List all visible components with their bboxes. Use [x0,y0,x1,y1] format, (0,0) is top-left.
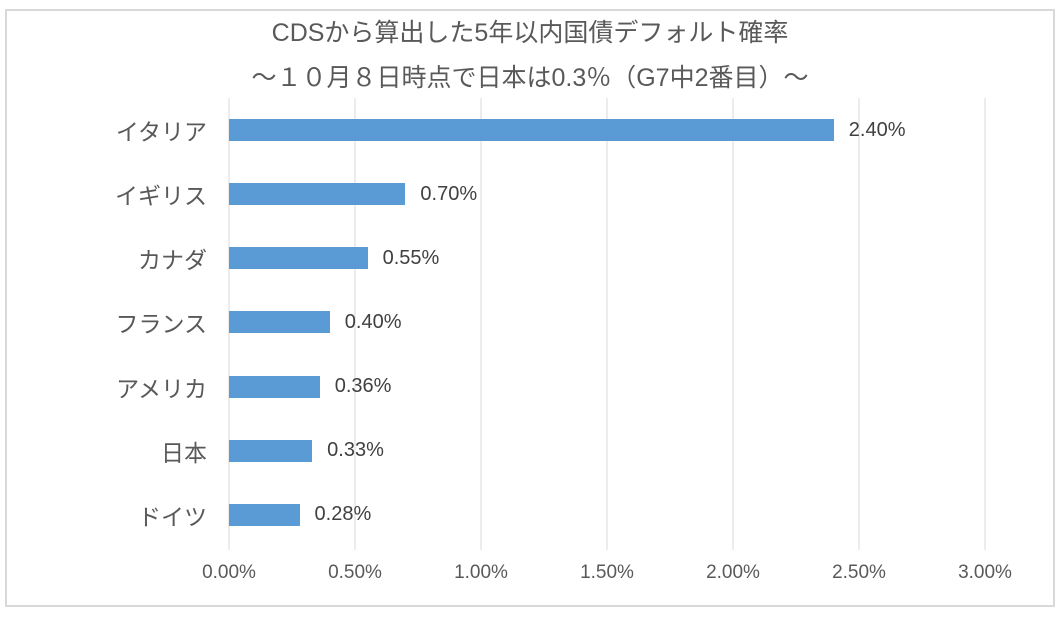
category-label: イタリア [115,119,207,146]
x-axis-tick-label: 1.00% [454,562,508,583]
x-axis-tick-label: 1.50% [580,562,634,583]
bar-row: 0.36% [229,355,985,419]
bar-value-label: 0.36% [334,375,392,398]
x-axis-tick-label: 3.00% [958,562,1012,583]
gridline [984,98,986,550]
bar-value-label: 2.40% [848,118,906,141]
bar-row: 2.40% [229,98,985,162]
bar [229,119,834,142]
bar-row: 0.40% [229,290,985,354]
chart-title: CDSから算出した5年以内国債デフォルト確率 [271,19,789,47]
gridline [606,98,608,550]
bar [229,247,368,270]
x-axis: 0.00% 0.50% 1.00% 1.50% 2.00% 2.50% 3.00% [202,562,1012,588]
bar [229,503,300,526]
bar [229,311,330,334]
bar [229,375,320,398]
gridline [480,98,482,550]
category-label: カナダ [138,247,207,274]
x-axis-tick-label: 2.00% [706,562,760,583]
plot-area: 2.40% 0.70% 0.55% 0.40% 0.36% 0.33% 0.28% [228,98,986,550]
chart-frame: CDSから算出した5年以内国債デフォルト確率 ～１０月８日時点で日本は0.3％（… [5,9,1055,607]
bar-value-label: 0.55% [382,246,440,269]
category-label: イギリス [115,183,207,210]
category-label: ドイツ [138,503,207,530]
x-axis-tick-label: 0.50% [328,562,382,583]
bar-value-label: 0.70% [420,182,478,205]
bar-row: 0.70% [229,162,985,226]
gridline [732,98,734,550]
x-axis-tick-label: 0.00% [202,562,256,583]
category-label: アメリカ [116,375,207,402]
category-label: フランス [115,311,207,338]
bar [229,183,406,206]
bar-value-label: 0.33% [327,439,384,462]
gridline [354,98,356,550]
bar-row: 0.28% [229,483,985,547]
bar [229,439,313,462]
category-axis: イタリアイギリスカナダフランスアメリカ日本ドイツ [7,98,207,547]
category-label: 日本 [161,439,207,466]
gridline [858,98,860,550]
bar-value-label: 0.40% [344,310,402,333]
bar-row: 0.55% [229,226,985,290]
bar-value-label: 0.28% [314,503,372,526]
x-axis-tick-label: 2.50% [832,562,886,583]
bar-row: 0.33% [229,419,985,483]
chart-subtitle: ～１０月８日時点で日本は0.3％（G7中2番目）～ [251,64,809,92]
